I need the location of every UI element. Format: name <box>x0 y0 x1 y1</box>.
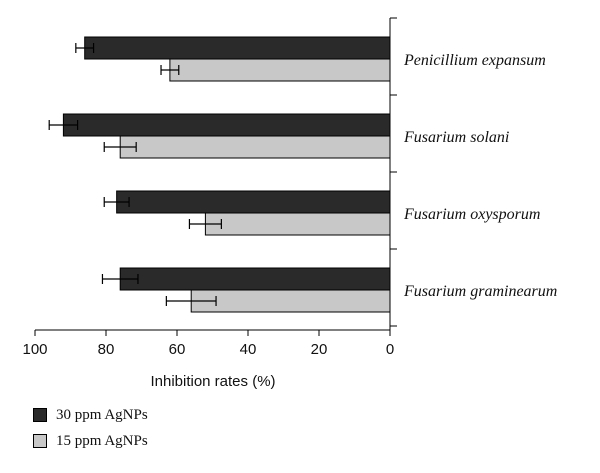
x-tick-label-4: 20 <box>311 341 328 358</box>
x-axis-title: Inhibition rates (%) <box>150 373 275 390</box>
error-bar-30ppm-3 <box>101 274 139 284</box>
error-bar-15ppm-2 <box>188 219 222 229</box>
x-tick-label-2: 60 <box>169 341 186 358</box>
bar-15ppm-3 <box>190 289 391 313</box>
category-label-1: Fusarium solani <box>403 129 509 146</box>
x-tick-label-0: 100 <box>22 341 47 358</box>
legend-label-15ppm: 15 ppm AgNPs <box>56 432 148 449</box>
x-tick-label-1: 80 <box>98 341 115 358</box>
category-label-2: Fusarium oxysporum <box>403 206 540 223</box>
error-bar-30ppm-2 <box>103 197 130 207</box>
bars-layer <box>48 36 391 313</box>
axis-layer <box>34 17 397 336</box>
error-bar-15ppm-1 <box>103 142 137 152</box>
bar-30ppm-1 <box>62 113 391 137</box>
label-layer: Penicillium expansum Fusarium solani Fusar… <box>22 52 557 358</box>
x-tick-label-5: 0 <box>386 341 394 358</box>
error-bar-15ppm-3 <box>165 296 217 306</box>
error-bar-30ppm-0 <box>75 43 95 53</box>
legend-item-15ppm: 15 ppm AgNPs <box>33 431 148 451</box>
bar-15ppm-2 <box>204 212 391 236</box>
category-label-3: Fusarium graminearum <box>403 283 557 300</box>
legend-swatch-15ppm <box>33 434 47 448</box>
x-tick-label-3: 40 <box>240 341 257 358</box>
bar-30ppm-0 <box>84 36 391 60</box>
bar-30ppm-2 <box>116 190 391 214</box>
legend-label-30ppm: 30 ppm AgNPs <box>56 406 148 423</box>
error-bar-30ppm-1 <box>48 120 79 130</box>
legend-swatch-30ppm <box>33 408 47 422</box>
category-label-0: Penicillium expansum <box>403 52 546 69</box>
legend: 30 ppm AgNPs 15 ppm AgNPs <box>33 405 148 457</box>
error-bar-15ppm-0 <box>160 65 180 75</box>
legend-item-30ppm: 30 ppm AgNPs <box>33 405 148 425</box>
bar-15ppm-1 <box>119 135 391 159</box>
bar-15ppm-0 <box>169 58 391 82</box>
bar-30ppm-3 <box>119 267 391 291</box>
